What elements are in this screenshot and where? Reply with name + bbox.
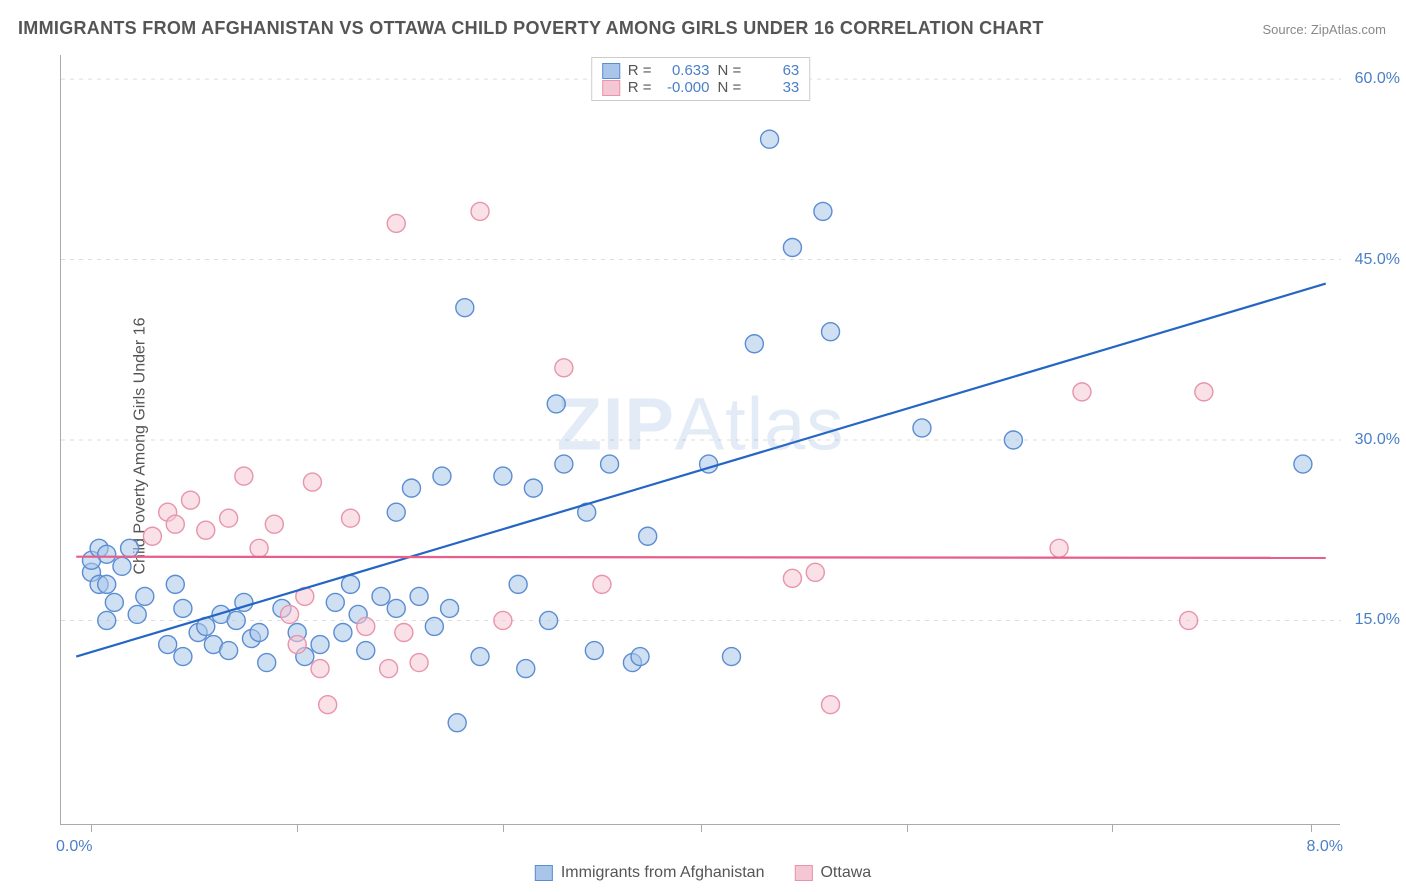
x-tick: [907, 824, 908, 832]
x-tick: [701, 824, 702, 832]
legend-swatch-blue: [535, 865, 553, 881]
n-value-1: 63: [749, 62, 799, 79]
correlation-legend: R = 0.633 N = 63 R = -0.000 N = 33: [591, 57, 811, 101]
source-attribution: Source: ZipAtlas.com: [1262, 22, 1386, 37]
plot-area: ZIPAtlas R = 0.633 N = 63 R = -0.000 N =…: [60, 55, 1340, 825]
y-tick-label: 15.0%: [1355, 611, 1400, 629]
y-tick-label: 30.0%: [1355, 431, 1400, 449]
legend-swatch-blue: [602, 63, 620, 79]
r-value-1: 0.633: [660, 62, 710, 79]
y-tick-label: 60.0%: [1355, 70, 1400, 88]
x-tick-start: 0.0%: [56, 838, 92, 856]
plot-svg: [61, 55, 1340, 824]
legend-swatch-pink: [602, 80, 620, 96]
series-legend: Immigrants from Afghanistan Ottawa: [535, 864, 871, 882]
y-tick-label: 45.0%: [1355, 251, 1400, 269]
source-prefix: Source:: [1262, 22, 1310, 37]
legend-row-series1: R = 0.633 N = 63: [602, 62, 800, 79]
x-tick: [297, 824, 298, 832]
source-name: ZipAtlas.com: [1311, 22, 1386, 37]
legend-label-2: Ottawa: [820, 864, 871, 882]
legend-row-series2: R = -0.000 N = 33: [602, 79, 800, 96]
x-tick: [1112, 824, 1113, 832]
r-label: R =: [628, 79, 652, 96]
n-label: N =: [718, 62, 742, 79]
n-value-2: 33: [749, 79, 799, 96]
r-value-2: -0.000: [660, 79, 710, 96]
legend-label-1: Immigrants from Afghanistan: [561, 864, 765, 882]
legend-item-2: Ottawa: [794, 864, 871, 882]
x-tick-end: 8.0%: [1307, 838, 1343, 856]
legend-item-1: Immigrants from Afghanistan: [535, 864, 765, 882]
chart-title: IMMIGRANTS FROM AFGHANISTAN VS OTTAWA CH…: [18, 18, 1044, 39]
legend-swatch-pink: [794, 865, 812, 881]
x-tick: [1311, 824, 1312, 832]
x-tick: [503, 824, 504, 832]
x-tick: [91, 824, 92, 832]
n-label: N =: [718, 79, 742, 96]
r-label: R =: [628, 62, 652, 79]
